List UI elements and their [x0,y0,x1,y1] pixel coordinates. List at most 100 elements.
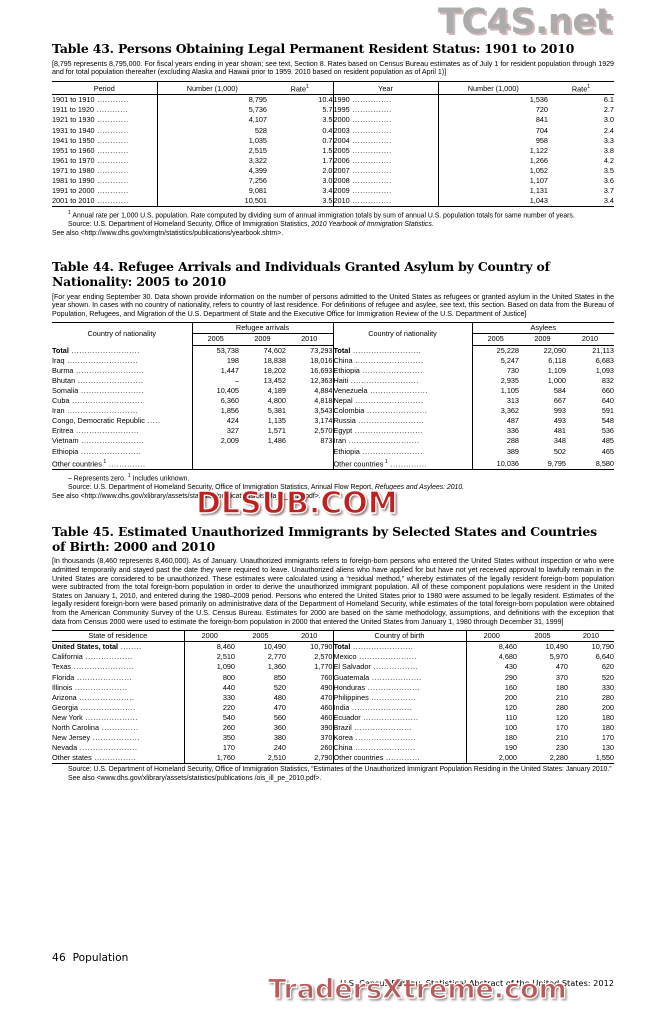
table-row: Florida ..................... 800 850 760 Gu… [52,672,614,683]
row-label: Ethiopia ....................... [332,365,472,376]
table-row: Burma .......................... 1,447 18,… [52,365,614,376]
page-number: 46 [52,952,66,964]
cell-value: 1,093 [595,365,614,375]
cell-value: – [191,375,239,386]
cell-value: 10,790 [591,642,614,652]
cell-value: 180 [601,722,614,732]
cell-value: 5,247 [471,355,519,366]
table-row: 1961 to 1970 ............ 3,322 1.7 2006 ..… [52,155,614,166]
cell-value: 2,000 [465,753,517,764]
row-label: California .................. [52,652,133,662]
row-label: 1981 to 1990 ............ [52,176,129,186]
cell-value: 460 [320,712,333,722]
cell-value: 200 [601,702,614,712]
row-label: Venezuela ...................... [332,385,472,397]
cell-value: 1,447 [191,365,239,376]
cell-value: 3.5 [322,115,333,125]
col-header-number-right: Number (1,000) [437,81,548,96]
row-label: 1951 to 1960 ............ [52,145,129,155]
cell-value: 22,090 [543,345,566,355]
row-label: Nepal .......................... [332,396,472,407]
table-row: 1911 to 1920 ............ 5,736 5.7 1995 ..… [52,105,614,116]
row-label: 2004 ............... [332,135,438,146]
cell-value: 8,460 [183,641,235,653]
cell-value: 1,770 [314,662,333,672]
cell-value: 9,795 [547,459,566,469]
cell-value: 5,736 [156,105,267,116]
table-43-header: Period Number (1,000) Rate1 Year Number … [52,81,614,96]
col-header-ra-2010: 2010 [286,333,333,346]
table-43: Period Number (1,000) Rate1 Year Number … [52,81,614,208]
cell-value: 180 [465,733,517,744]
table-row: Somalia ........................ 10,405 4,… [52,385,614,397]
cell-value: 470 [273,702,286,712]
cell-value: 16,693 [310,365,333,375]
row-label: 1990 ............... [332,94,438,106]
row-label: Total .......................... [52,345,140,355]
cell-value: 591 [601,406,614,416]
row-label: Arizona ..................... [52,692,135,702]
table-44-title: Table 44. Refugee Arrivals and Individua… [52,259,550,289]
row-label: 1921 to 1930 ............ [52,115,129,125]
row-label: Florida ..................... [52,672,133,682]
cell-value: 540 [183,712,235,723]
cell-value: 548 [601,416,614,426]
cell-value: 8,795 [156,94,267,106]
table-row: Other countries 1 .............. Other co… [52,456,614,470]
row-label: United States, total ........ [52,642,142,652]
col-group-refugee-arrivals: Refugee arrivals [191,322,333,335]
cell-value: 220 [183,702,235,713]
row-label: 1931 to 1940 ............ [52,125,129,135]
row-label: Egypt .......................... [332,426,472,437]
row-label: Congo, Democratic Republic ..... [52,416,161,426]
cell-value: 8,580 [595,459,614,469]
row-label: Russia ......................... [332,416,472,427]
cell-value: 380 [273,733,286,743]
cell-value: 5.7 [322,105,333,115]
cell-value: 130 [601,743,614,753]
row-label: Nevada ...................... [52,743,138,753]
cell-value: 1,122 [437,145,548,156]
row-label: 1901 to 1910 ............ [52,95,129,105]
row-label: Illinois .................... [52,682,128,692]
cell-value: 3.3 [603,135,614,145]
cell-value: 313 [471,396,519,407]
cell-value: 12,363 [310,375,333,385]
cell-value: 0.4 [322,125,333,135]
page-section: Population [72,952,129,964]
cell-value: 465 [601,446,614,456]
row-label: 2008 ............... [332,176,438,187]
col-header-st-2010: 2010 [286,630,333,643]
row-label: 1941 to 1950 ............ [52,135,129,145]
col-header-st-2000: 2000 [183,630,235,643]
row-label: Iran ........................... [332,436,472,447]
cell-value: 3.4 [603,196,614,206]
cell-value: 170 [183,743,235,754]
col-header-as-2005: 2005 [471,333,519,346]
col-header-ra-2009: 2009 [239,333,286,346]
cell-value: 528 [156,125,267,136]
row-label: 2000 ............... [332,115,438,126]
cell-value: 2.4 [603,125,614,135]
cell-value: 1,107 [437,176,548,187]
row-label: Mexico ...................... [332,652,466,663]
cell-value: 13,452 [263,375,286,385]
cell-value: 18,838 [263,355,286,365]
cell-value: 10,490 [263,642,286,652]
cell-value: 487 [471,416,519,427]
cell-value: 350 [183,733,235,744]
table-row: Nevada ...................... 170 240 260 Ch… [52,743,614,754]
cell-value: 4,800 [267,396,286,406]
table-45-headnote: [In thousands (8,460 represents 8,460,00… [52,557,614,626]
row-label: 2006 ............... [332,155,438,166]
cell-value: 330 [183,692,235,703]
table-43-footnote: 1 Annual rate per 1,000 U.S. population.… [52,210,575,237]
table-row: Georgia ..................... 220 470 460 In… [52,702,614,713]
cell-value: 1,105 [471,385,519,397]
cell-value: 1,090 [183,662,235,673]
table-row: New York .................... 540 560 460 Ec… [52,712,614,723]
cell-value: 2,935 [471,375,519,386]
col-header-state: State of residence [52,630,184,643]
cell-value: 73,293 [310,345,333,355]
